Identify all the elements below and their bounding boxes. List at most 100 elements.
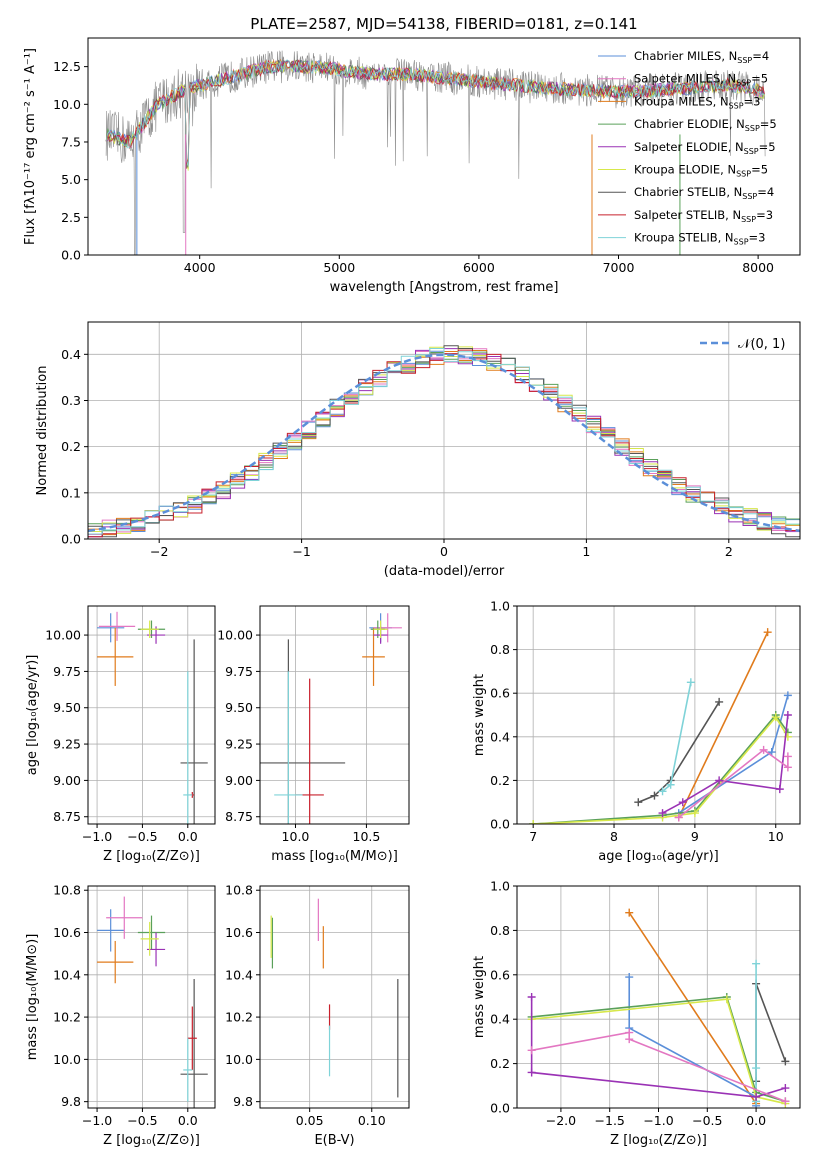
legend-sub: SSP bbox=[729, 101, 744, 110]
legend-entry: Salpeter ELODIE, NSSP=5 bbox=[634, 140, 776, 156]
series-marker bbox=[763, 628, 772, 637]
legend-suffix: =3 bbox=[749, 231, 766, 245]
y-tick-label: 9.00 bbox=[225, 773, 253, 788]
y-tick-label: 2.5 bbox=[61, 210, 81, 225]
plot-area bbox=[260, 613, 402, 824]
series-marker bbox=[658, 787, 667, 796]
x-tick-label: 9 bbox=[691, 829, 699, 844]
y-axis-label: mass weight bbox=[472, 674, 487, 756]
legend-entry: Kroupa MILES, NSSP=3 bbox=[634, 94, 760, 110]
series-marker bbox=[634, 798, 643, 807]
series-marker bbox=[783, 752, 792, 761]
legend-sub: SSP bbox=[734, 238, 749, 247]
model-spectrum-line bbox=[105, 59, 765, 164]
y-tick-label: 9.50 bbox=[225, 700, 253, 715]
y-tick-label: 9.8 bbox=[233, 1094, 253, 1109]
series-marker bbox=[752, 1092, 761, 1101]
legend-label: Kroupa STELIB, N bbox=[634, 231, 734, 245]
x-axis-label: (data-model)/error bbox=[384, 564, 505, 579]
x-tick-label: 8 bbox=[610, 829, 618, 844]
x-tick-label: −1 bbox=[292, 544, 310, 559]
legend-label: Salpeter STELIB, N bbox=[634, 208, 741, 222]
series-line bbox=[533, 713, 789, 824]
series-marker bbox=[781, 1097, 790, 1106]
series-marker bbox=[752, 1064, 761, 1073]
legend-suffix: =4 bbox=[752, 49, 769, 63]
y-tick-label: 0.6 bbox=[490, 686, 510, 701]
axes-frame bbox=[516, 605, 801, 825]
legend-entry: Salpeter MILES, NSSP=5 bbox=[634, 72, 768, 88]
normal-curve bbox=[88, 353, 800, 533]
y-tick-label: 10.0 bbox=[53, 97, 81, 112]
series-marker bbox=[759, 745, 768, 754]
legend: Chabrier MILES, NSSP=4 Salpeter MILES, NS… bbox=[598, 49, 777, 247]
series-marker bbox=[527, 993, 536, 1001]
y-tick-label: 0.4 bbox=[61, 347, 81, 362]
y-tick-label: 10.4 bbox=[225, 967, 253, 982]
legend-suffix: =5 bbox=[751, 72, 768, 86]
series-marker bbox=[715, 776, 724, 785]
x-tick-label: 5000 bbox=[323, 260, 355, 275]
series-marker bbox=[529, 820, 538, 824]
series-marker bbox=[674, 813, 683, 822]
series-line bbox=[530, 997, 786, 1098]
series-marker bbox=[752, 959, 761, 968]
y-tick-label: 0.3 bbox=[61, 393, 81, 408]
series-line bbox=[628, 912, 757, 1105]
histogram-step bbox=[88, 348, 800, 535]
plot-area bbox=[88, 345, 800, 538]
legend-sub: SSP bbox=[736, 79, 751, 88]
series-marker bbox=[527, 1068, 536, 1077]
legend-label: Kroupa MILES, N bbox=[634, 94, 729, 108]
series-marker bbox=[781, 1057, 790, 1066]
legend-label: 𝒩(0, 1) bbox=[738, 337, 785, 352]
y-tick-label: 0.2 bbox=[61, 439, 81, 454]
series-marker bbox=[781, 1084, 790, 1093]
x-axis-label: Z [log₁₀(Z/Z⊙)] bbox=[610, 1133, 707, 1148]
x-tick-label: 10.0 bbox=[282, 829, 310, 844]
legend-sub: SSP bbox=[744, 147, 759, 156]
plot-area bbox=[97, 896, 208, 1108]
series-marker bbox=[625, 908, 634, 917]
y-tick-label: 0.0 bbox=[61, 532, 81, 547]
x-tick-label: 0.0 bbox=[178, 1113, 198, 1128]
series-marker bbox=[625, 973, 634, 982]
y-tick-label: 0.2 bbox=[490, 773, 510, 788]
y-tick-label: 10.6 bbox=[53, 925, 81, 940]
x-tick-label: 0.0 bbox=[178, 829, 198, 844]
y-tick-label: 10.0 bbox=[53, 1052, 81, 1067]
series-marker bbox=[771, 713, 780, 722]
x-tick-label: 2 bbox=[725, 544, 733, 559]
legend-sub: SSP bbox=[736, 170, 751, 179]
series-marker bbox=[775, 785, 784, 794]
panel-age_vs_mass: 10.0 10.5 8.75 9.00 9.25 9.50 9.75 10.00 mass [l… bbox=[217, 605, 410, 864]
legend-entry: Chabrier MILES, NSSP=4 bbox=[634, 49, 769, 65]
y-tick-label: 10.8 bbox=[225, 883, 253, 898]
x-tick-label: −0.5 bbox=[692, 1113, 722, 1128]
y-tick-label: 9.8 bbox=[61, 1094, 81, 1109]
series-marker bbox=[658, 809, 667, 818]
y-tick-label: 10.6 bbox=[225, 925, 253, 940]
series-marker bbox=[686, 678, 695, 687]
axes-frame bbox=[87, 605, 216, 825]
x-axis-label: Z [log₁₀(Z/Z⊙)] bbox=[103, 1133, 200, 1148]
plot-area bbox=[97, 611, 208, 824]
x-axis-label: Z [log₁₀(Z/Z⊙)] bbox=[103, 849, 200, 864]
y-tick-label: 0.6 bbox=[490, 967, 510, 982]
x-tick-label: −2 bbox=[150, 544, 168, 559]
legend-sub: SSP bbox=[745, 124, 760, 133]
legend-label: Chabrier STELIB, N bbox=[634, 185, 742, 199]
y-tick-label: 9.50 bbox=[53, 700, 81, 715]
y-tick-label: 9.25 bbox=[225, 737, 253, 752]
series-marker bbox=[666, 780, 675, 789]
series-line bbox=[678, 748, 789, 819]
series-marker bbox=[783, 691, 792, 700]
legend-label: Kroupa ELODIE, N bbox=[634, 163, 736, 177]
legend-sub: SSP bbox=[737, 56, 752, 65]
x-tick-label: −2.0 bbox=[546, 1113, 576, 1128]
series-marker bbox=[783, 763, 792, 772]
y-axis-label: mass [log₁₀(M/M⊙)] bbox=[25, 934, 40, 1061]
x-axis-label: wavelength [Angstrom, rest frame] bbox=[330, 280, 559, 295]
x-tick-label: −1.0 bbox=[82, 1113, 112, 1128]
series-line bbox=[531, 998, 786, 1105]
